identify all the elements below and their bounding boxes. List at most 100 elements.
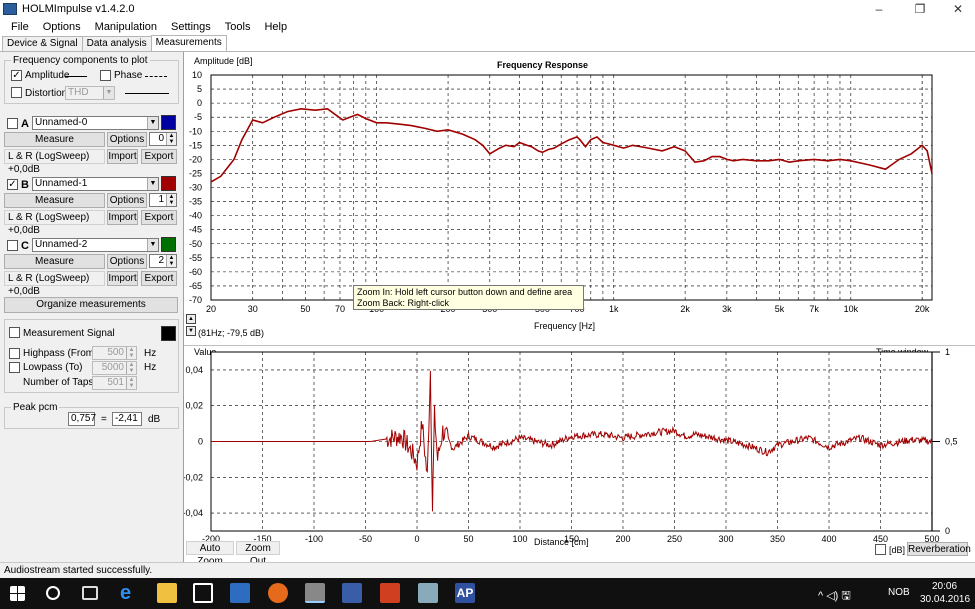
lowpass-unit: Hz xyxy=(144,362,157,373)
task-view-icon[interactable] xyxy=(82,586,98,600)
scroll-up-button[interactable]: ▲ xyxy=(186,314,196,324)
chart-splitter[interactable] xyxy=(184,345,975,346)
measurement-a-spinner[interactable]: 0 ▲ ▼ xyxy=(149,132,177,146)
store-icon[interactable] xyxy=(193,583,213,603)
time-xtick-label: 100 xyxy=(512,534,527,542)
measurement-a-import-button[interactable]: Import xyxy=(107,149,138,164)
distortion-select-value: THD xyxy=(68,87,89,98)
mail-icon[interactable] xyxy=(230,583,250,603)
clock-date[interactable]: 30.04.2016 xyxy=(920,594,971,605)
zoom-out-button[interactable]: Zoom Out xyxy=(236,541,280,567)
windows-start-icon[interactable] xyxy=(10,586,25,601)
language-indicator[interactable]: NOB xyxy=(888,587,910,598)
distortion-select[interactable]: THD ▼ xyxy=(65,86,115,100)
peak-db-field[interactable]: -2,41 xyxy=(112,412,142,426)
measurement-a-checkbox[interactable] xyxy=(7,118,18,129)
menu-settings[interactable]: Settings xyxy=(171,21,211,33)
measurement-b-import-button[interactable]: Import xyxy=(107,210,138,225)
db-checkbox[interactable] xyxy=(875,544,886,555)
measurement-signal-checkbox[interactable] xyxy=(9,327,20,338)
app-icon-satellite[interactable] xyxy=(418,583,438,603)
peak-value-field[interactable]: 0,757 xyxy=(68,412,96,426)
app-icon xyxy=(3,3,17,15)
tray-icons[interactable]: ^ ◁) 🖫 xyxy=(818,590,851,602)
reverberation-button[interactable]: Reverberation xyxy=(907,542,971,556)
freq-ytick-label: 5 xyxy=(197,84,202,94)
scroll-down-button[interactable]: ▼ xyxy=(186,326,196,336)
dsp-app-icon[interactable] xyxy=(342,583,362,603)
tab-measurements[interactable]: Measurements xyxy=(150,35,227,51)
freq-xtick-label: 20k xyxy=(915,304,930,314)
organize-measurements-button[interactable]: Organize measurements xyxy=(4,297,178,313)
clock-time[interactable]: 20:06 xyxy=(932,581,958,592)
measurement-b-options-button[interactable]: Options xyxy=(107,193,147,208)
signal-color-swatch[interactable] xyxy=(161,326,176,341)
minimize-button[interactable]: – xyxy=(875,2,883,16)
time-window-tick-label: 0,5 xyxy=(945,437,958,447)
measurement-c-checkbox[interactable] xyxy=(7,240,18,251)
measurement-a-options-button[interactable]: Options xyxy=(107,132,147,147)
amplitude-line-style xyxy=(65,76,87,77)
taps-input[interactable]: 501 ▲ ▼ xyxy=(92,376,137,390)
measurement-a-name-select[interactable]: Unnamed-0 ▼ xyxy=(32,116,159,130)
menu-file[interactable]: File xyxy=(11,21,29,33)
measurement-b-name-select[interactable]: Unnamed-1 ▼ xyxy=(32,177,159,191)
spin-arrows-icon: ▲ ▼ xyxy=(126,377,136,389)
edge-browser-icon[interactable]: e xyxy=(120,582,132,604)
frequency-response-chart[interactable]: 1050-5-10-15-20-25-30-35-40-45-50-55-60-… xyxy=(184,52,975,342)
measurement-b-info: L & R (LogSweep) +0,0dB xyxy=(4,210,105,236)
menu-options[interactable]: Options xyxy=(42,21,81,33)
lowpass-input[interactable]: 5000 ▲ ▼ xyxy=(92,361,137,375)
measurement-c-name-select[interactable]: Unnamed-2 ▼ xyxy=(32,238,159,252)
time-xtick-label: 500 xyxy=(924,534,939,542)
firefox-icon[interactable] xyxy=(268,583,288,603)
measurement-b-spinner[interactable]: 1 ▲ ▼ xyxy=(149,193,177,207)
measurement-c-import-button[interactable]: Import xyxy=(107,271,138,286)
impulse-response-chart[interactable]: -200 -150 -100 -50 0 50 100 150 200 250 300 350 400 4… xyxy=(184,342,975,542)
app-icon-red[interactable] xyxy=(380,583,400,603)
phase-checkbox[interactable] xyxy=(100,70,111,81)
tab-strip: Device & Signal Data analysis Measuremen… xyxy=(0,35,227,51)
highpass-unit: Hz xyxy=(144,348,157,359)
measurement-c-letter: C xyxy=(21,240,29,252)
window-title: HOLMImpulse v1.4.2.0 xyxy=(22,3,135,15)
highpass-checkbox[interactable] xyxy=(9,348,20,359)
measurement-b-measure-button[interactable]: Measure xyxy=(4,193,105,208)
measurement-c-options-button[interactable]: Options xyxy=(107,254,147,269)
freq-xtick-label: 3k xyxy=(722,304,732,314)
measurement-b-export-button[interactable]: Export xyxy=(141,210,177,225)
menu-manipulation[interactable]: Manipulation xyxy=(94,21,158,33)
measurement-a-color-swatch[interactable] xyxy=(161,115,176,130)
holmimpulse-taskbar-icon[interactable] xyxy=(305,583,325,603)
measurement-c-color-swatch[interactable] xyxy=(161,237,176,252)
distortion-checkbox[interactable] xyxy=(11,87,22,98)
maximize-button[interactable]: ❐ xyxy=(914,2,926,16)
menu-help[interactable]: Help xyxy=(264,21,288,33)
freq-xtick-label: 30 xyxy=(248,304,258,314)
tab-device-signal[interactable]: Device & Signal xyxy=(2,36,83,51)
measurement-c-export-button[interactable]: Export xyxy=(141,271,177,286)
measurement-b-checkbox[interactable]: ✓ xyxy=(7,179,18,190)
measurement-c-spinner[interactable]: 2 ▲ ▼ xyxy=(149,254,177,268)
freq-ytick-label: -40 xyxy=(189,211,202,221)
amplitude-checkbox[interactable]: ✓ xyxy=(11,70,22,81)
freq-components-group: Frequency components to plot ✓ Amplitude… xyxy=(4,55,179,104)
measurement-b-color-swatch[interactable] xyxy=(161,176,176,191)
freq-xtick-label: 2k xyxy=(680,304,690,314)
search-icon[interactable] xyxy=(46,586,60,600)
auto-zoom-button[interactable]: Auto Zoom xyxy=(186,541,234,567)
lowpass-checkbox[interactable] xyxy=(9,362,20,373)
ap-app-icon[interactable]: AP xyxy=(455,583,475,603)
measurement-b-name: Unnamed-1 xyxy=(35,178,88,189)
measurement-a-export-button[interactable]: Export xyxy=(141,149,177,164)
freq-xtick-label: 5k xyxy=(775,304,785,314)
menu-tools[interactable]: Tools xyxy=(224,21,251,33)
highpass-input[interactable]: 500 ▲ ▼ xyxy=(92,346,137,360)
tab-data-analysis[interactable]: Data analysis xyxy=(81,36,152,51)
measurement-c-measure-button[interactable]: Measure xyxy=(4,254,105,269)
time-ylabel: Value xyxy=(194,347,217,357)
file-explorer-icon[interactable] xyxy=(157,583,177,603)
close-button[interactable]: ✕ xyxy=(952,2,964,16)
measurement-a-measure-button[interactable]: Measure xyxy=(4,132,105,147)
freq-xtick-label: 20 xyxy=(206,304,216,314)
